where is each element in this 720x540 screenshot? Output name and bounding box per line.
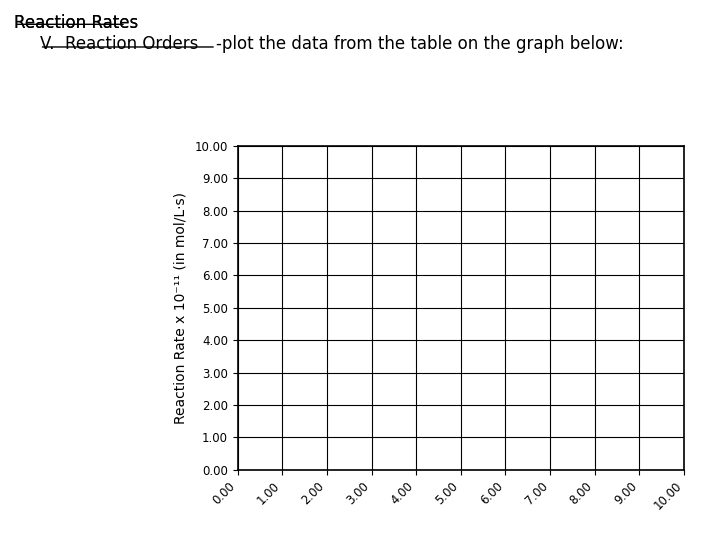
- Text: V.  Reaction Orders: V. Reaction Orders: [40, 35, 203, 53]
- Text: V.  Reaction Orders -plot the data from the table on the graph below:: V. Reaction Orders -plot the data from t…: [40, 35, 611, 53]
- Text: Reaction Rates: Reaction Rates: [14, 14, 139, 31]
- Text: Reaction Rates: Reaction Rates: [14, 14, 139, 31]
- Y-axis label: Reaction Rate x 10⁻¹¹ (in mol/L·s): Reaction Rate x 10⁻¹¹ (in mol/L·s): [174, 192, 187, 424]
- Text: -plot the data from the table on the graph below:: -plot the data from the table on the gra…: [216, 35, 624, 53]
